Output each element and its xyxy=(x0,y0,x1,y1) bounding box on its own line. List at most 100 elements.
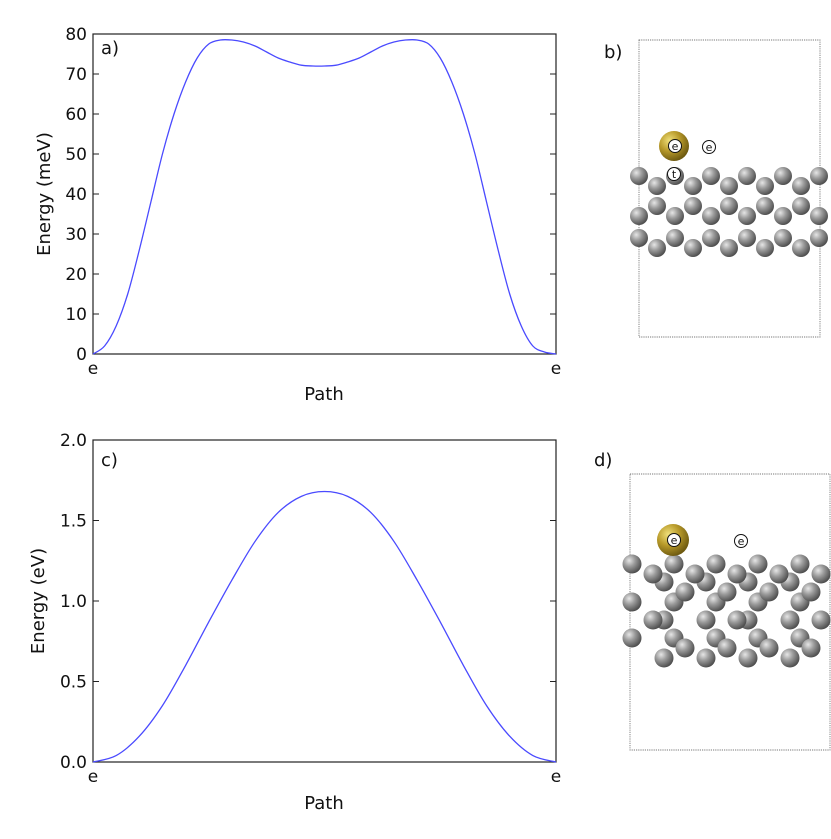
panel-b-substrate-atom xyxy=(684,239,702,257)
panel-b-substrate-atoms xyxy=(630,167,828,257)
chart-c-y-tick-label: 1.5 xyxy=(60,512,87,532)
panel-d-substrate-atom xyxy=(622,592,642,612)
panel-b-label: b) xyxy=(604,42,622,63)
panel-b-substrate-atom xyxy=(684,197,702,215)
chart-a-y-tick-label: 70 xyxy=(65,65,87,85)
panel-b-site-e-marker xyxy=(702,140,716,154)
panel-d-substrate-atom xyxy=(780,648,800,668)
panel-d-substrate-atom xyxy=(664,554,684,574)
chart-a-y-tick-label: 60 xyxy=(65,105,87,125)
panel-d-substrate-atom xyxy=(801,638,821,658)
chart-c-y-tick-label: 1.0 xyxy=(60,592,87,612)
panel-b-substrate-atom xyxy=(702,167,720,185)
panel-b-site-e-label: e xyxy=(706,141,713,154)
chart-a-panel-label: a) xyxy=(101,38,119,59)
chart-c-frame xyxy=(92,439,557,763)
panel-b-substrate-atom xyxy=(756,239,774,257)
panel-d-substrate-atom xyxy=(622,554,642,574)
panel-b-substrate-atom xyxy=(684,177,702,195)
panel-d-substrate-atom xyxy=(685,564,705,584)
panel-d-substrate-atom xyxy=(696,648,716,668)
panel-b-substrate-atom xyxy=(630,229,648,247)
panel-d-substrate-atoms xyxy=(622,554,831,668)
panel-d-substrate-atom xyxy=(717,582,737,602)
chart-c-x-tick-label: e xyxy=(88,767,98,787)
chart-a-y-tick-label: 50 xyxy=(65,145,87,165)
chart-a-y-tick-label: 10 xyxy=(65,305,87,325)
panel-d-substrate-atom xyxy=(727,610,747,630)
panel-b-substrate-atom xyxy=(720,239,738,257)
panel-b-substrate-atom xyxy=(648,197,666,215)
chart-a-y-tick-label: 80 xyxy=(65,25,87,45)
panel-b-substrate-atom xyxy=(648,239,666,257)
panel-d-substrate-atom xyxy=(811,564,831,584)
chart-c-y-axis-label: Energy (eV) xyxy=(28,548,49,654)
panel-b-site-t: t xyxy=(667,167,681,181)
chart-a-x-tick-label: e xyxy=(551,359,561,379)
panel-b-site-t-marker xyxy=(667,167,681,181)
panel-b-substrate-atom xyxy=(774,229,792,247)
chart-c-y-ticks: 0.0 0.5 1.0 1.5 2.0 xyxy=(60,431,556,773)
panel-b-substrate-atom xyxy=(792,197,810,215)
chart-a-frame xyxy=(92,33,557,355)
panel-d-substrate-atom xyxy=(654,648,674,668)
chart-c-y-tick-label: 0.0 xyxy=(60,753,87,773)
chart-a-y-tick-label: 30 xyxy=(65,225,87,245)
panel-d-substrate-atom xyxy=(780,610,800,630)
panel-b-substrate-atom xyxy=(630,207,648,225)
panel-b-substrate-atom xyxy=(810,167,828,185)
panel-d-substrate-atom xyxy=(675,638,695,658)
panel-d-substrate-atom xyxy=(759,582,779,602)
panel-d-site-e: e xyxy=(734,534,748,548)
panel-b-substrate-atom xyxy=(810,229,828,247)
panel-b-substrate-atom xyxy=(810,207,828,225)
panel-d-adsorbate: e xyxy=(657,524,689,556)
panel-b-structure: b) e e t xyxy=(604,39,828,338)
panel-b-adsorbate-label: e xyxy=(672,140,679,153)
panel-b-substrate-atom xyxy=(756,197,774,215)
panel-b-substrate-atom xyxy=(738,167,756,185)
panel-d-substrate-atom xyxy=(801,582,821,602)
panel-d-substrate-atom xyxy=(643,610,663,630)
panel-b-substrate-atom xyxy=(738,229,756,247)
panel-d-substrate-atom xyxy=(643,564,663,584)
panel-d-substrate-atom xyxy=(769,564,789,584)
panel-d-substrate-atom xyxy=(811,610,831,630)
panel-d-substrate-atom xyxy=(706,554,726,574)
panel-d-label: d) xyxy=(594,450,612,471)
chart-a-y-tick-label: 0 xyxy=(76,345,87,365)
panel-d-substrate-atom xyxy=(790,554,810,574)
chart-a-y-axis-label: Energy (meV) xyxy=(34,132,55,256)
panel-d-substrate-atom xyxy=(622,628,642,648)
panel-d-substrate-atom xyxy=(675,582,695,602)
chart-c-series-line xyxy=(92,490,557,763)
panel-d-substrate-atom xyxy=(717,638,737,658)
panel-d-substrate-atom xyxy=(696,610,716,630)
panel-b-substrate-atom xyxy=(738,207,756,225)
chart-c-x-axis-label: Path xyxy=(304,793,344,814)
panel-b-substrate-atom xyxy=(702,229,720,247)
panel-b-substrate-atom xyxy=(648,177,666,195)
chart-a-x-axis-label: Path xyxy=(304,384,344,405)
panel-d-substrate-atom xyxy=(738,648,758,668)
panel-b-substrate-atom xyxy=(774,207,792,225)
chart-a-y-ticks: 0 10 20 30 40 50 60 70 80 xyxy=(65,25,556,365)
panel-b-substrate-atom xyxy=(756,177,774,195)
panel-d-site-e-label: e xyxy=(738,535,745,548)
chart-a-series-line xyxy=(92,38,557,355)
panel-b-adsorbate: e xyxy=(659,131,689,161)
panel-b-cell-box xyxy=(638,39,821,338)
panel-b-substrate-atom xyxy=(666,207,684,225)
panel-b-substrate-atom xyxy=(666,229,684,247)
panel-b-adsorbate-marker xyxy=(668,139,682,153)
panel-b-substrate-atom xyxy=(792,177,810,195)
chart-c-y-tick-label: 0.5 xyxy=(60,673,87,693)
panel-b-site-e: e xyxy=(702,140,716,154)
panel-b-substrate-atom xyxy=(720,197,738,215)
panel-b-substrate-atom xyxy=(774,167,792,185)
